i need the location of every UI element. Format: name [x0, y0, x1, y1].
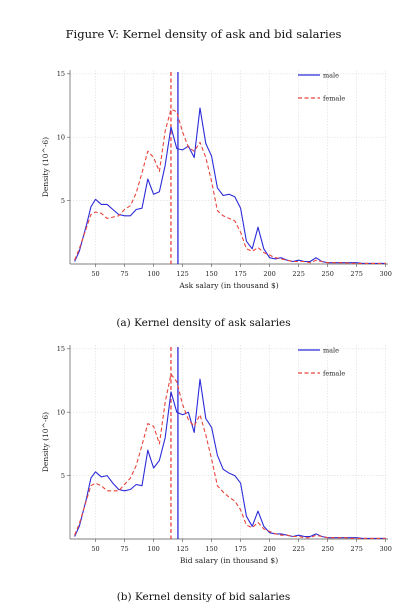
chart-svg: 50 75 100 125 150 175 200 225 250 275 300 5 10 15 Bid … — [41, 345, 392, 565]
x-tick-label: 100 — [147, 270, 159, 278]
legend-label-female: female — [323, 369, 345, 377]
x-tick-label: 200 — [263, 545, 275, 553]
y-tick-label: 5 — [61, 197, 65, 205]
x-tick-label: 75 — [120, 545, 128, 553]
y-tick-label: 10 — [57, 134, 65, 142]
legend-label-female: female — [323, 94, 345, 102]
x-tick-label: 300 — [379, 270, 391, 278]
caption-bid: (b) Kernel density of bid salaries — [116, 591, 291, 603]
female-series-line — [74, 373, 386, 539]
x-tick-label: 150 — [205, 270, 217, 278]
y-tick-label: 5 — [61, 472, 65, 480]
figure-title: Figure V: Kernel density of ask and bid … — [65, 27, 342, 41]
x-tick-label: 50 — [91, 270, 99, 278]
y-axis-label: Density (10^-6) — [41, 412, 50, 472]
y-tick-label: 10 — [57, 409, 65, 417]
x-tick-label: 175 — [234, 270, 246, 278]
x-tick-label: 250 — [321, 545, 333, 553]
x-tick-label: 125 — [176, 545, 188, 553]
x-tick-label: 150 — [205, 545, 217, 553]
x-tick-label: 300 — [379, 545, 391, 553]
chart-svg: 50 75 100 125 150 175 200 225 250 275 300 5 10 15 Ask … — [41, 70, 392, 290]
legend-label-male: male — [323, 71, 339, 79]
x-tick-label: 225 — [292, 545, 304, 553]
x-tick-label: 225 — [292, 270, 304, 278]
y-axis-label: Density (10^-6) — [41, 137, 50, 197]
y-tick-label: 15 — [57, 345, 65, 353]
x-tick-label: 175 — [234, 545, 246, 553]
x-tick-label: 125 — [176, 270, 188, 278]
chart-ask: 50 75 100 125 150 175 200 225 250 275 300 5 10 15 Ask … — [0, 50, 407, 320]
x-tick-label: 200 — [263, 270, 275, 278]
y-tick-label: 15 — [57, 70, 65, 78]
x-tick-label: 275 — [350, 270, 362, 278]
x-tick-label: 75 — [120, 270, 128, 278]
x-axis-label: Bid salary (in thousand $) — [180, 556, 278, 565]
legend-label-male: male — [323, 346, 339, 354]
female-series-line — [74, 108, 386, 264]
male-series-line — [74, 107, 386, 264]
x-tick-label: 275 — [350, 545, 362, 553]
chart-bid: 50 75 100 125 150 175 200 225 250 275 300 5 10 15 Bid … — [0, 325, 407, 595]
x-tick-label: 50 — [91, 545, 99, 553]
male-series-line — [74, 378, 386, 539]
x-tick-label: 100 — [147, 545, 159, 553]
caption-ask: (a) Kernel density of ask salaries — [116, 317, 291, 329]
x-axis-label: Ask salary (in thousand $) — [178, 281, 278, 290]
x-tick-label: 250 — [321, 270, 333, 278]
